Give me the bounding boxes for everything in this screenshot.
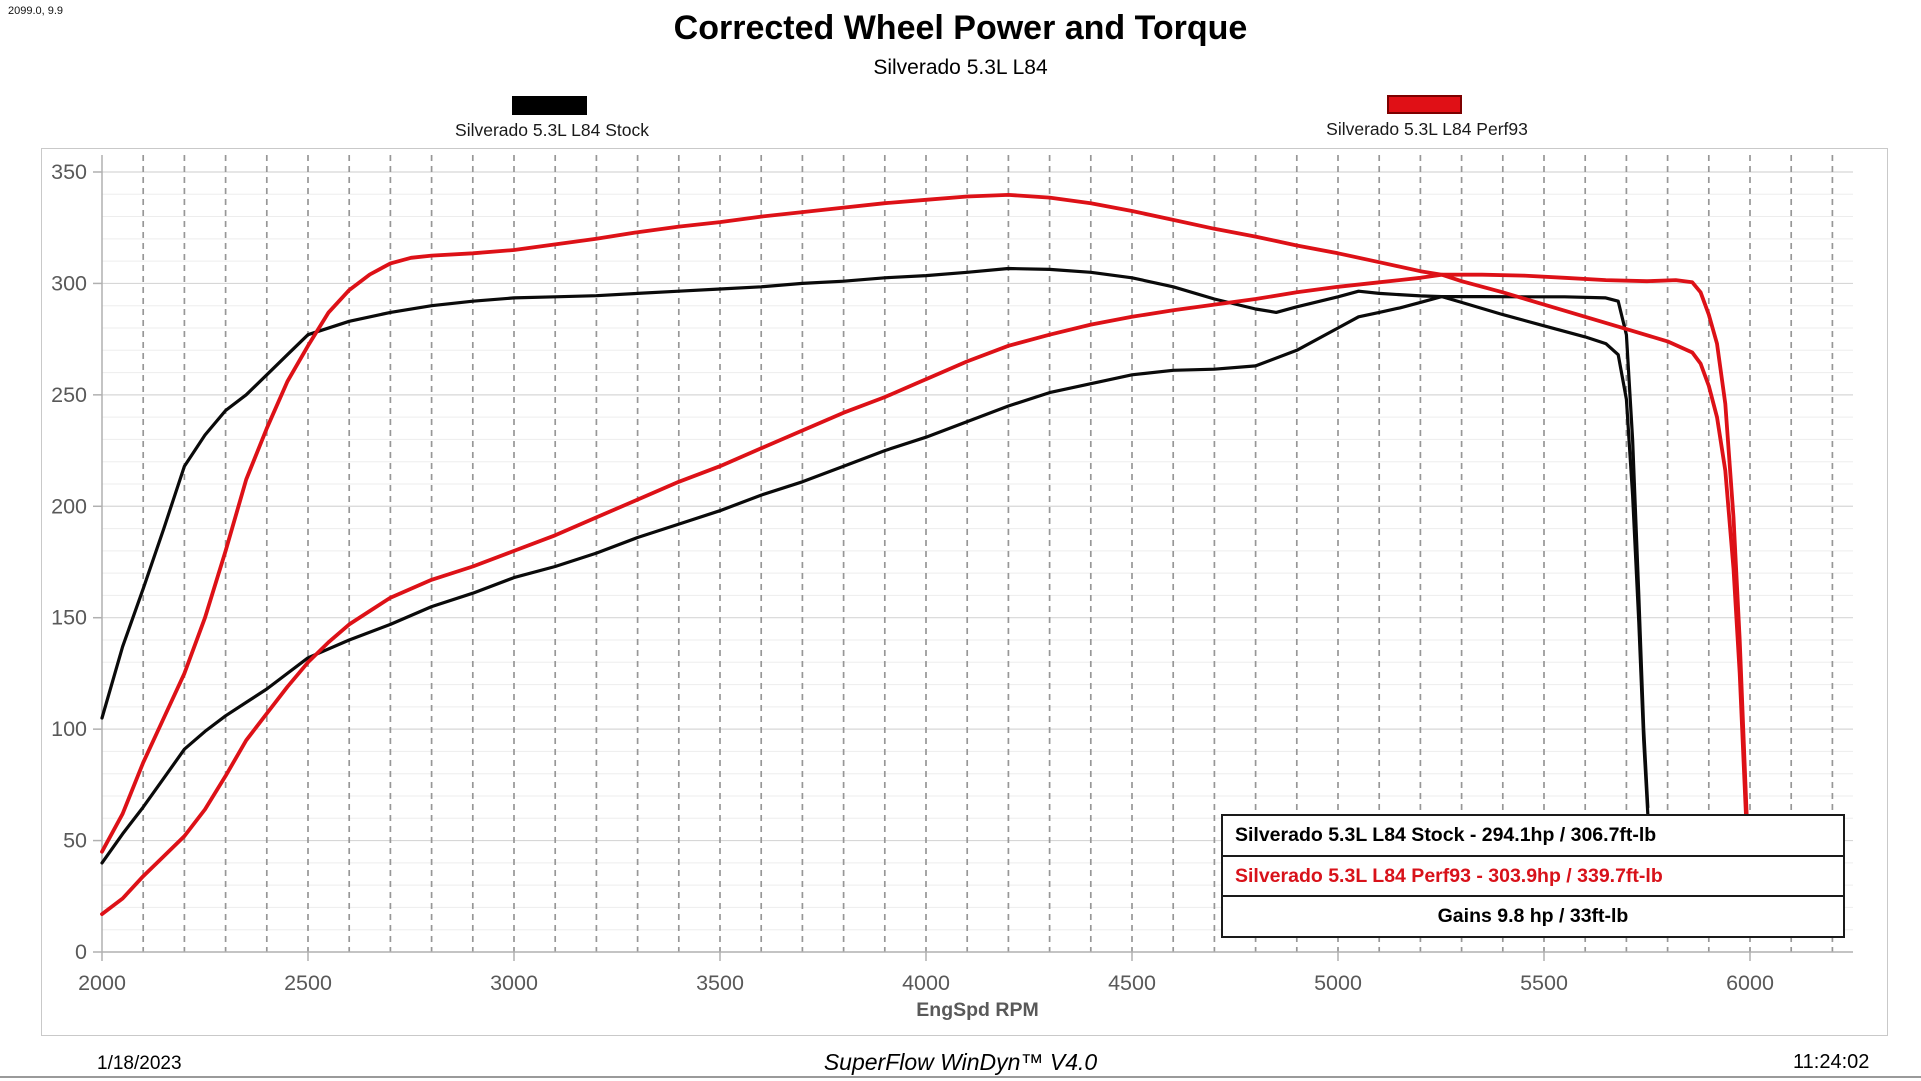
svg-text:250: 250 [51,383,87,407]
svg-text:3500: 3500 [696,971,744,995]
footer-time: 11:24:02 [1793,1051,1870,1073]
svg-text:4500: 4500 [1108,971,1156,995]
svg-text:0: 0 [75,940,87,964]
results-row-perf93: Silverado 5.3L L84 Perf93 - 303.9hp / 33… [1223,857,1843,898]
cursor-coordinate-readout: 2099.0, 9.9 [8,5,64,17]
legend-label-perf93: Silverado 5.3L L84 Perf93 [1326,119,1528,139]
legend-label-stock: Silverado 5.3L L84 Stock [455,120,649,140]
svg-text:3000: 3000 [490,971,538,995]
svg-text:200: 200 [51,494,87,518]
results-row-stock: Silverado 5.3L L84 Stock - 294.1hp / 306… [1223,816,1843,857]
svg-text:2500: 2500 [284,971,332,995]
page-title: Corrected Wheel Power and Torque [673,9,1248,47]
legend-swatch-stock [512,96,587,115]
svg-text:5000: 5000 [1314,971,1362,995]
svg-text:4000: 4000 [902,971,950,995]
footer-date: 1/18/2023 [97,1053,182,1074]
svg-text:6000: 6000 [1726,971,1774,995]
svg-text:100: 100 [51,717,87,741]
results-row-gains: Gains 9.8 hp / 33ft-lb [1437,905,1629,928]
legend-swatch-perf93 [1387,95,1462,114]
svg-text:2000: 2000 [78,971,126,995]
page-subtitle: Silverado 5.3L L84 [873,56,1048,79]
svg-text:150: 150 [51,606,87,630]
svg-text:5500: 5500 [1520,971,1568,995]
svg-text:50: 50 [63,829,87,853]
results-info-box: Silverado 5.3L L84 Stock - 294.1hp / 306… [1221,814,1845,938]
footer-software-brand: SuperFlow WinDyn™ V4.0 [823,1049,1098,1075]
svg-text:350: 350 [51,160,87,184]
x-axis-label: EngSpd RPM [916,999,1038,1021]
page-bottom-divider [0,1076,1921,1078]
svg-text:300: 300 [51,271,87,295]
